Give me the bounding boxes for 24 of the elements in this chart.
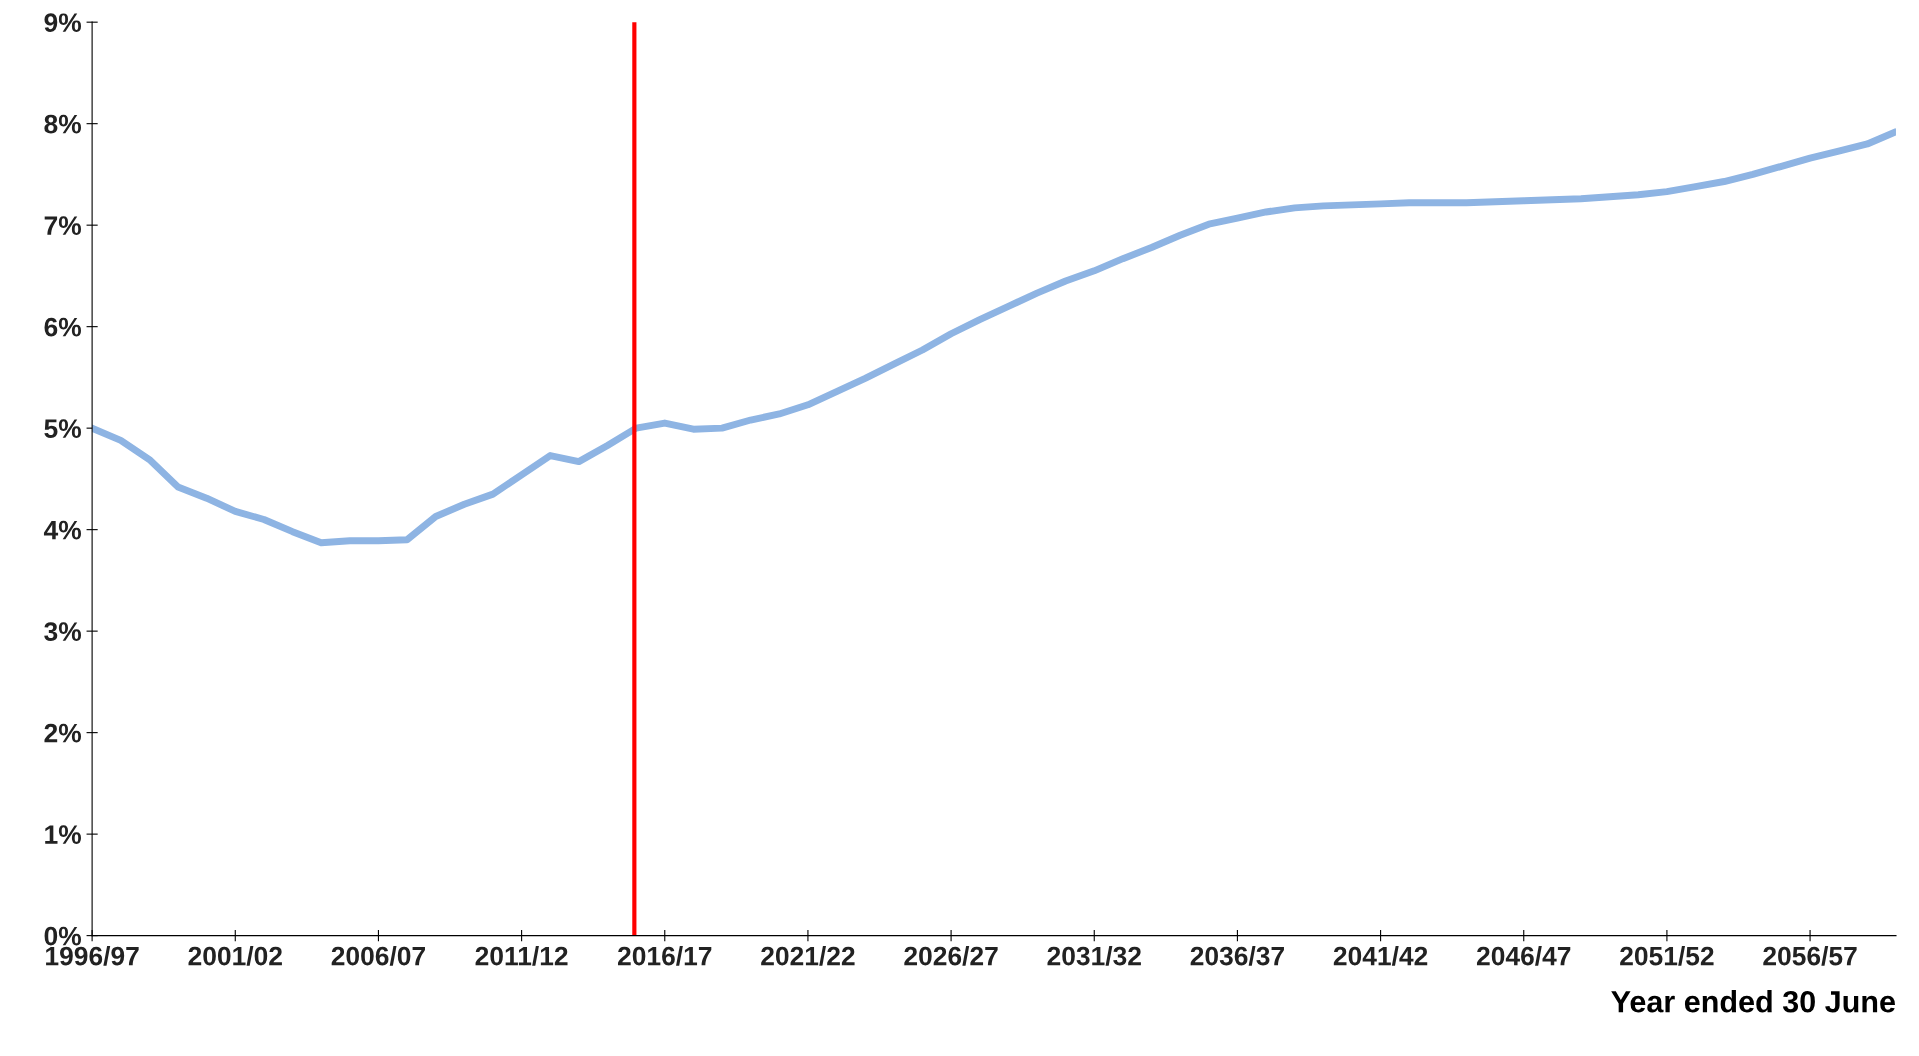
- y-tick-label: 2%: [44, 723, 81, 743]
- x-tick-label: 2006/07: [331, 946, 425, 966]
- y-tick-label: 0%: [44, 926, 81, 946]
- x-tick-label: 2046/47: [1476, 946, 1571, 966]
- x-tick-label: 2021/22: [761, 946, 855, 966]
- x-tick-label: 2031/32: [1047, 946, 1141, 966]
- x-tick-label: 2056/57: [1763, 946, 1857, 966]
- y-tick-label: 4%: [43, 520, 81, 540]
- x-axis-title: Year ended 30 June: [1611, 990, 1895, 1013]
- y-tick-label: 7%: [44, 216, 81, 235]
- x-tick-label: 2036/37: [1190, 946, 1284, 966]
- x-tick-label: 2041/42: [1333, 946, 1428, 966]
- y-tick-label: 9%: [44, 13, 81, 32]
- y-tick-label: 5%: [44, 419, 81, 438]
- y-tick-label: 3%: [44, 622, 81, 641]
- x-tick-label: 2051/52: [1620, 946, 1714, 966]
- y-tick-label: 1%: [45, 825, 81, 844]
- x-tick-label: 2011/12: [475, 946, 568, 966]
- y-tick-label: 8%: [44, 114, 81, 134]
- x-tick-label: 2001/02: [188, 946, 282, 966]
- x-tick-label: 2016/17: [617, 946, 712, 966]
- x-tick-label: 2026/27: [904, 946, 998, 966]
- x-tick-label: 1996/97: [46, 946, 139, 966]
- y-tick-label: 6%: [44, 317, 81, 337]
